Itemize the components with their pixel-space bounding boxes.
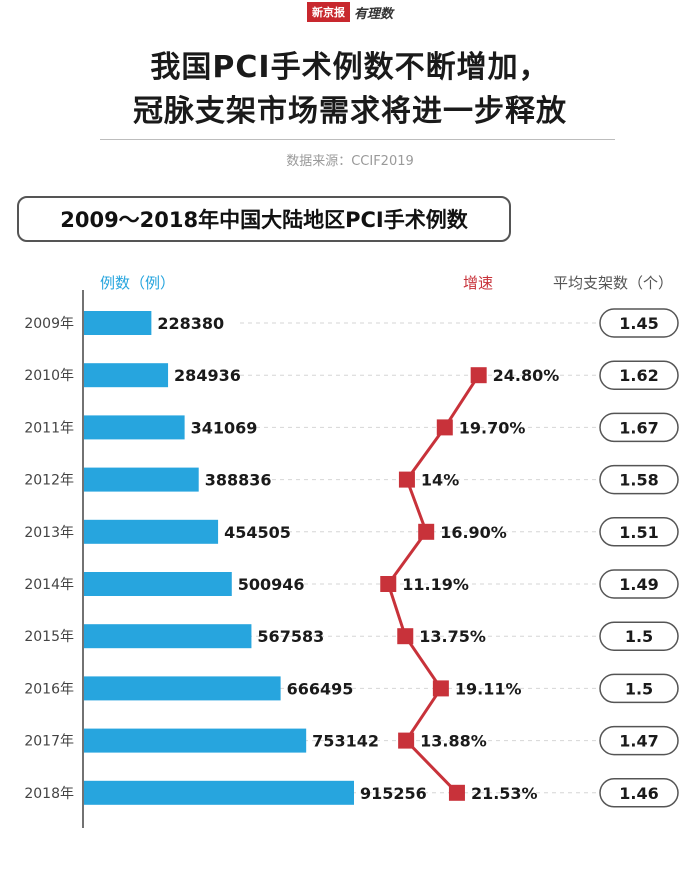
chart-title: 2009～2018年中国大陆地区PCI手术例数: [17, 196, 511, 242]
avg-stent-label: 1.46: [619, 784, 658, 803]
avg-stent-box: [599, 360, 679, 390]
category-label: 2009年: [24, 316, 74, 332]
growth-label: 14%: [421, 471, 459, 490]
bar-value-label: 666495: [287, 679, 354, 698]
bar: [84, 519, 219, 544]
bar-value-label: 228380: [157, 314, 224, 333]
category-label: 2011年: [24, 420, 74, 436]
page-title-line2: 冠脉支架市场需求将进一步释放: [133, 94, 567, 129]
bar: [84, 728, 307, 753]
avg-stent-label: 1.62: [619, 366, 658, 385]
page-title-line1: 我国PCI手术例数不断增加，: [150, 50, 550, 85]
bar-value-label: 284936: [174, 366, 241, 385]
avg-stent-box: [599, 673, 679, 704]
growth-point: [397, 628, 414, 645]
legend-growth: 增速: [463, 274, 494, 292]
bar: [84, 676, 281, 701]
bar: [84, 780, 354, 805]
category-label: 2015年: [24, 629, 74, 645]
growth-label: 19.11%: [455, 679, 522, 698]
brand-logo: 新京报 有理数: [0, 0, 700, 24]
growth-label: 21.53%: [471, 784, 538, 803]
bar-value-label: 915256: [360, 784, 427, 803]
brand-name: 新京报: [306, 2, 350, 22]
avg-stent-box: [599, 517, 679, 547]
category-label: 2014年: [24, 577, 74, 593]
growth-point: [398, 471, 415, 488]
avg-stent-label: 1.5: [625, 627, 653, 646]
category-label: 2012年: [24, 473, 74, 489]
avg-stent-box: [599, 569, 679, 599]
bar: [84, 311, 152, 335]
avg-stent-label: 1.58: [619, 471, 658, 490]
bar: [84, 363, 169, 388]
avg-stent-box: [599, 464, 679, 495]
growth-point: [380, 576, 397, 592]
growth-label: 19.70%: [459, 418, 526, 437]
category-label: 2018年: [24, 786, 74, 802]
avg-stent-box: [599, 621, 679, 651]
avg-stent-box: [599, 412, 679, 443]
growth-label: 11.19%: [402, 575, 469, 594]
category-label: 2013年: [24, 525, 74, 541]
legend-avg-stents: 平均支架数（个）: [553, 274, 674, 292]
bar: [84, 467, 199, 492]
avg-stent-label: 1.45: [619, 314, 658, 333]
avg-stent-box: [599, 778, 679, 808]
growth-point: [470, 367, 487, 384]
bar: [84, 624, 252, 649]
legend-count: 例数（例）: [100, 274, 176, 292]
title-divider: [100, 139, 615, 140]
bar: [84, 572, 232, 596]
data-source: 数据来源：CCIF2019: [286, 154, 414, 169]
brand-sub: 有理数: [353, 6, 393, 22]
growth-label: 24.80%: [493, 366, 560, 385]
category-label: 2017年: [24, 734, 74, 750]
avg-stent-label: 1.67: [619, 418, 658, 437]
bar-value-label: 341069: [191, 418, 258, 437]
bar-value-label: 753142: [312, 732, 379, 751]
category-label: 2010年: [24, 368, 74, 384]
bar-value-label: 567583: [257, 627, 324, 646]
growth-point: [448, 784, 465, 801]
growth-point: [418, 523, 435, 540]
category-label: 2016年: [24, 681, 74, 697]
growth-point: [436, 419, 453, 436]
growth-label: 13.75%: [419, 627, 486, 646]
avg-stent-label: 1.47: [619, 732, 658, 751]
bar: [84, 415, 185, 440]
growth-point: [432, 680, 449, 697]
avg-stent-box: [599, 725, 679, 756]
bar-value-label: 454505: [224, 523, 291, 542]
bar-value-label: 500946: [238, 575, 305, 594]
growth-label: 13.88%: [420, 732, 487, 751]
growth-label: 16.90%: [440, 523, 507, 542]
avg-stent-label: 1.49: [619, 575, 658, 594]
avg-stent-box: [599, 308, 679, 338]
avg-stent-label: 1.51: [619, 523, 658, 542]
avg-stent-label: 1.5: [625, 679, 653, 698]
bar-value-label: 388836: [205, 471, 272, 490]
growth-point: [398, 732, 415, 749]
